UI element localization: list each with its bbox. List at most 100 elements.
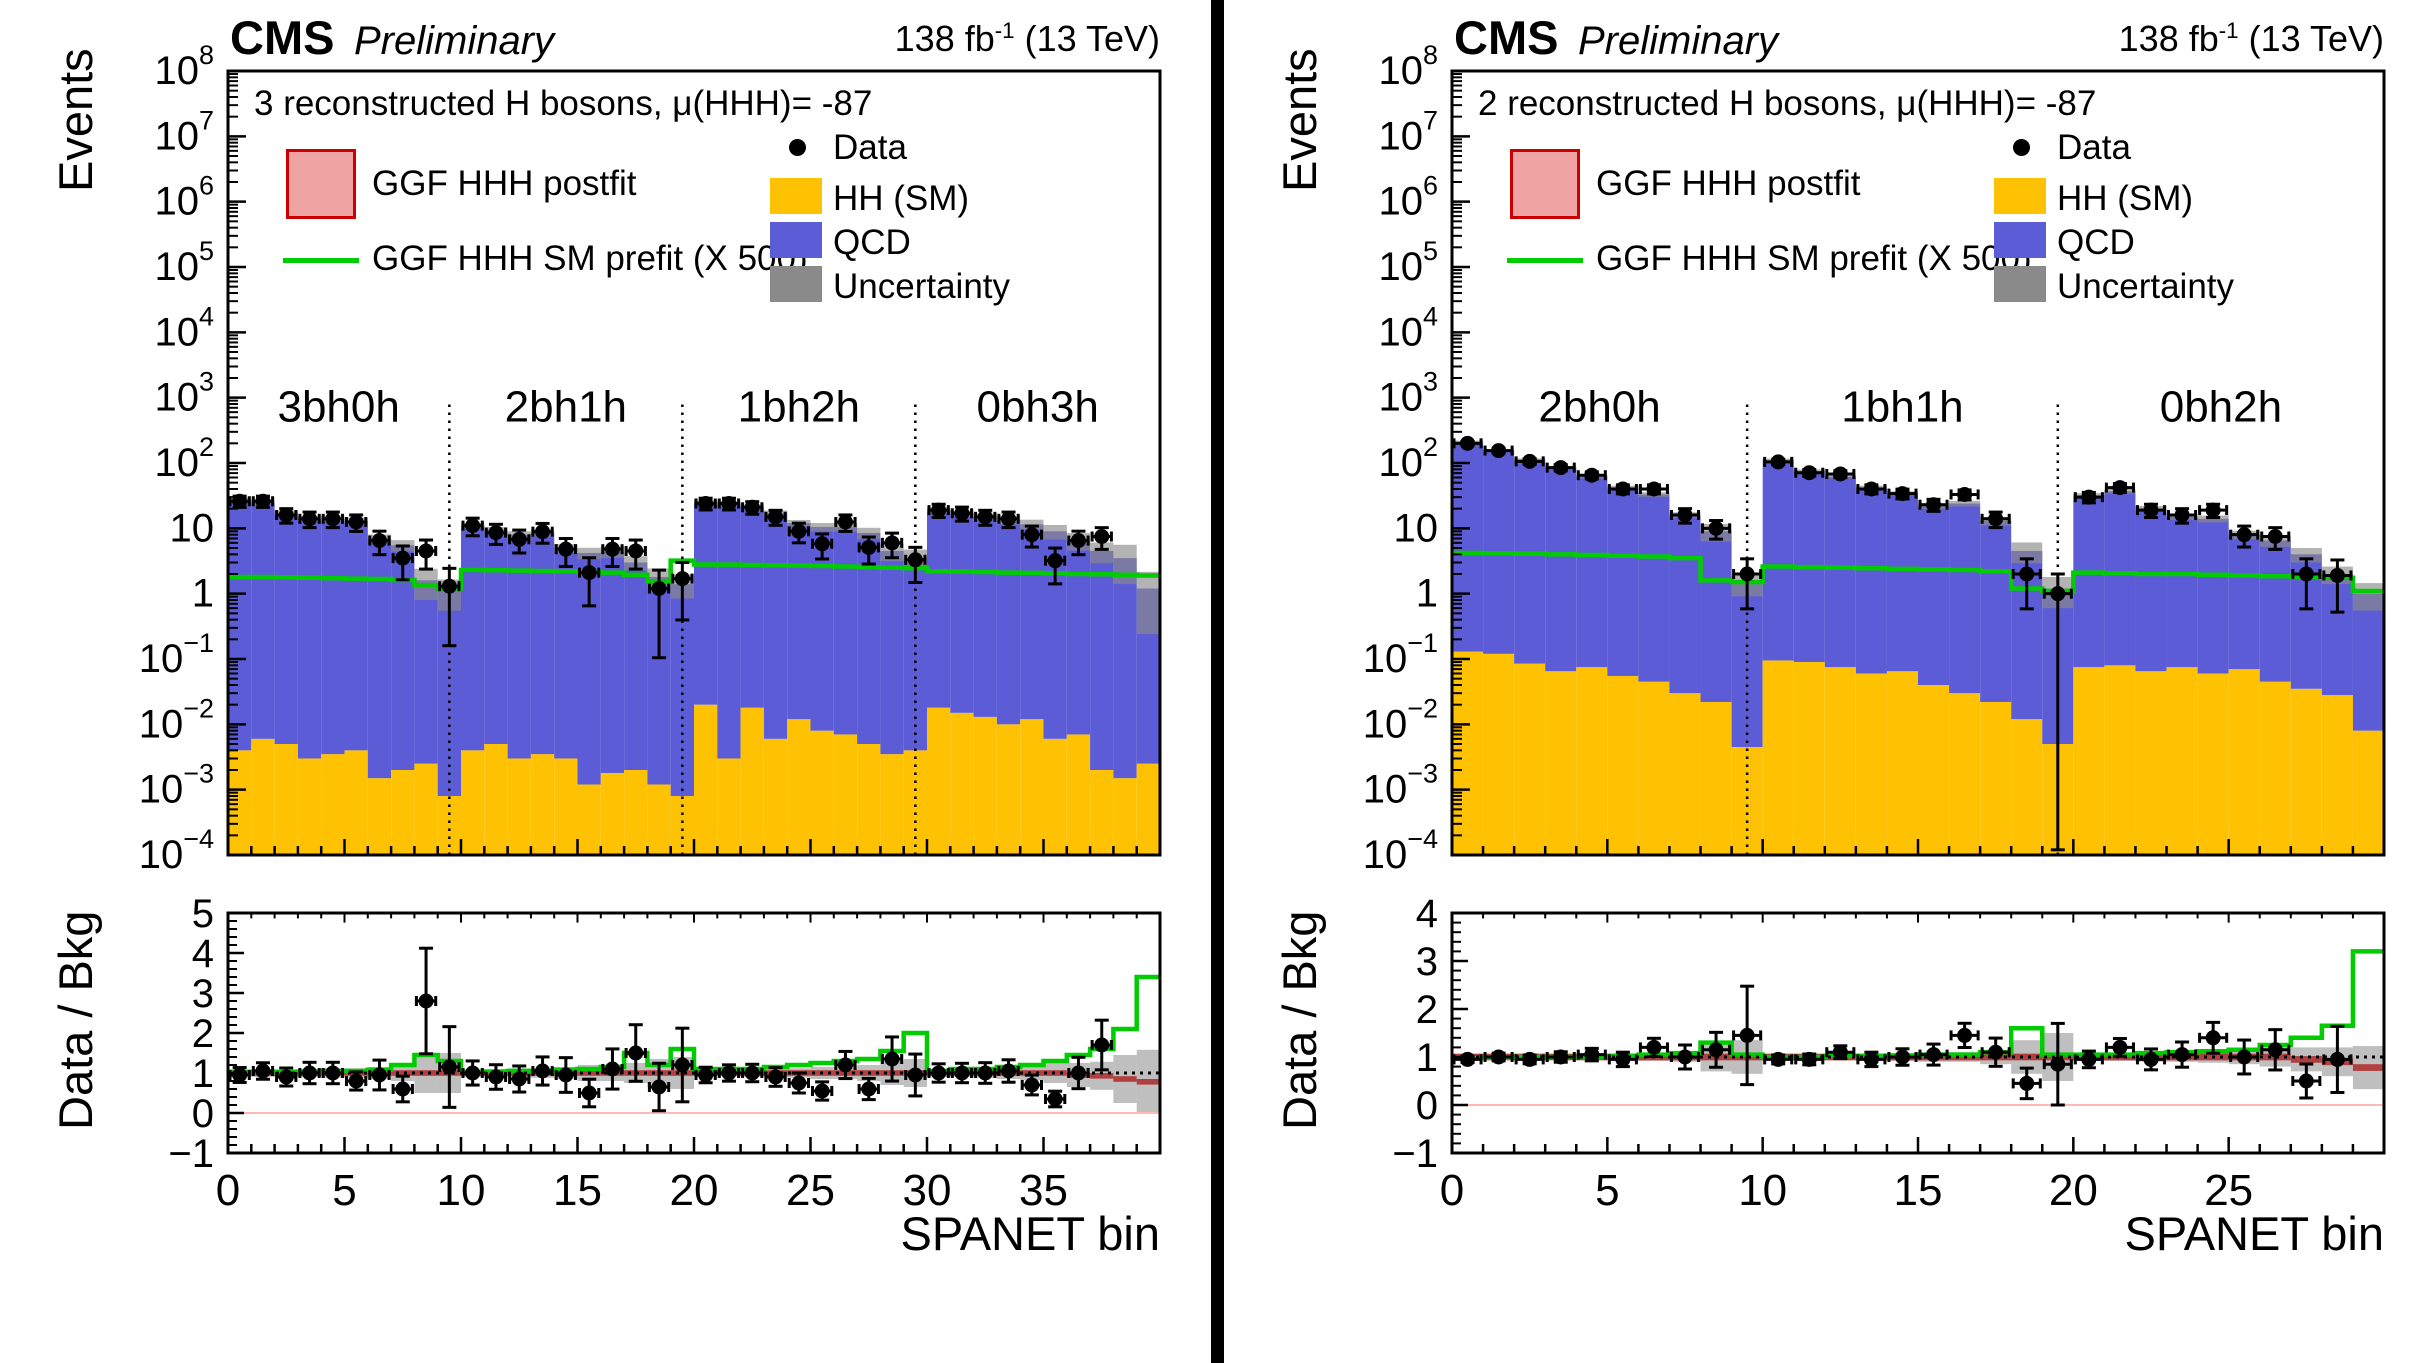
legend-hhsm-label: HH (SM) <box>833 179 970 218</box>
preliminary-label: Preliminary <box>354 19 555 63</box>
svg-text:106: 106 <box>154 171 214 224</box>
legend-uncertainty-swatch <box>770 266 822 302</box>
svg-text:3: 3 <box>1416 940 1438 984</box>
legend-hhsm-swatch <box>770 178 822 214</box>
svg-text:10: 10 <box>437 1166 486 1215</box>
main-and-ratio-chart-right: 2bh0h 1bh1h 0bh2h10−410−310−210−1110102103… <box>1363 40 2386 1215</box>
svg-text:10−3: 10−3 <box>139 759 214 812</box>
svg-text:35: 35 <box>1019 1166 1068 1215</box>
svg-text:10−1: 10−1 <box>139 628 214 681</box>
svg-text:10: 10 <box>1394 506 1439 550</box>
svg-text:102: 102 <box>1378 432 1438 485</box>
svg-text:5: 5 <box>332 1166 356 1215</box>
cms-logo: CMS <box>1454 11 1559 64</box>
svg-text:5: 5 <box>1595 1166 1619 1215</box>
svg-text:10−4: 10−4 <box>1363 824 1438 877</box>
legend-uncertainty-label: Uncertainty <box>2057 267 2235 306</box>
svg-text:0: 0 <box>216 1166 240 1215</box>
legend-postfit-label: GGF HHH postfit <box>1596 164 1861 203</box>
svg-text:3: 3 <box>192 972 214 1016</box>
preliminary-label: Preliminary <box>1578 19 1779 63</box>
cms-logo: CMS <box>230 11 335 64</box>
svg-text:2: 2 <box>1416 988 1438 1032</box>
events-axis-label: Events <box>1273 48 1326 192</box>
legend-data-label: Data <box>833 128 907 167</box>
svg-text:0: 0 <box>1416 1084 1438 1128</box>
svg-text:−1: −1 <box>168 1132 214 1176</box>
lumi-label: 138 fb-1 (13 TeV) <box>894 18 1160 59</box>
svg-text:25: 25 <box>2204 1166 2253 1215</box>
events-axis-label: Events <box>49 48 102 192</box>
svg-text:20: 20 <box>670 1166 719 1215</box>
legend-uncertainty-swatch <box>1994 266 2046 302</box>
svg-text:20: 20 <box>2049 1166 2098 1215</box>
svg-text:10: 10 <box>1738 1166 1787 1215</box>
svg-text:1: 1 <box>1416 1036 1438 1080</box>
svg-text:1: 1 <box>192 1052 214 1096</box>
svg-text:105: 105 <box>154 236 214 289</box>
svg-text:102: 102 <box>154 432 214 485</box>
svg-text:3bh0h: 3bh0h <box>277 383 399 432</box>
legend-postfit-label: GGF HHH postfit <box>372 164 637 203</box>
legend-prefit-line <box>1507 258 1583 263</box>
svg-text:4: 4 <box>192 932 214 976</box>
legend-qcd-swatch <box>1994 222 2046 258</box>
svg-text:104: 104 <box>154 301 214 354</box>
svg-text:10−2: 10−2 <box>139 693 214 746</box>
svg-text:0bh3h: 0bh3h <box>976 383 1098 432</box>
svg-text:25: 25 <box>786 1166 835 1215</box>
svg-text:1: 1 <box>1416 572 1438 616</box>
legend-prefit-label: GGF HHH SM prefit (X 500) <box>1596 239 2032 278</box>
ratio-axis-label: Data / Bkg <box>1273 910 1326 1130</box>
plot-right: 2bh0h 1bh1h 0bh2h 10−4 10−3 10−2 10−1 1 10 102 103… <box>1224 0 2435 1363</box>
legend-data-marker <box>789 139 806 156</box>
svg-text:2bh1h: 2bh1h <box>505 383 627 432</box>
svg-text:15: 15 <box>1894 1166 1943 1215</box>
svg-text:10−2: 10−2 <box>1363 693 1438 746</box>
svg-text:−1: −1 <box>1392 1132 1438 1176</box>
svg-text:10−1: 10−1 <box>1363 628 1438 681</box>
plot-title: 3 reconstructed H bosons, μ(HHH)= -87 <box>254 84 873 123</box>
svg-text:107: 107 <box>154 105 214 158</box>
svg-text:1: 1 <box>192 572 214 616</box>
svg-text:0bh2h: 0bh2h <box>2160 383 2282 432</box>
svg-text:15: 15 <box>553 1166 602 1215</box>
svg-text:104: 104 <box>1378 301 1438 354</box>
svg-text:107: 107 <box>1378 105 1438 158</box>
svg-text:0: 0 <box>192 1092 214 1136</box>
plot-divider <box>1211 0 1224 1363</box>
legend-qcd-label: QCD <box>833 223 911 262</box>
svg-text:106: 106 <box>1378 171 1438 224</box>
svg-text:5: 5 <box>192 892 214 936</box>
legend-qcd-swatch <box>770 222 822 258</box>
ratio-axis-label: Data / Bkg <box>49 910 102 1130</box>
legend-hhsm-label: HH (SM) <box>2057 179 2194 218</box>
legend-prefit-line <box>283 258 359 263</box>
plot-title: 2 reconstructed H bosons, μ(HHH)= -87 <box>1478 84 2097 123</box>
svg-text:10−3: 10−3 <box>1363 759 1438 812</box>
svg-text:1bh1h: 1bh1h <box>1841 383 1963 432</box>
svg-text:10: 10 <box>170 506 215 550</box>
svg-text:105: 105 <box>1378 236 1438 289</box>
legend-uncertainty-label: Uncertainty <box>833 267 1011 306</box>
lumi-label: 138 fb-1 (13 TeV) <box>2118 18 2384 59</box>
x-axis-label: SPANET bin <box>2124 1207 2385 1260</box>
svg-text:103: 103 <box>154 367 214 420</box>
legend-qcd-label: QCD <box>2057 223 2135 262</box>
main-and-ratio-chart-left: 3bh0h 2bh1h 1bh2h 0bh3h10−410−310−210−11101… <box>139 40 1162 1215</box>
legend-prefit-label: GGF HHH SM prefit (X 500) <box>372 239 808 278</box>
svg-text:103: 103 <box>1378 367 1438 420</box>
svg-text:0: 0 <box>1440 1166 1464 1215</box>
svg-text:2: 2 <box>192 1012 214 1056</box>
svg-text:1bh2h: 1bh2h <box>738 383 860 432</box>
svg-text:2bh0h: 2bh0h <box>1538 383 1660 432</box>
svg-text:30: 30 <box>903 1166 952 1215</box>
svg-text:4: 4 <box>1416 892 1438 936</box>
legend-hhsm-swatch <box>1994 178 2046 214</box>
plot-left: 3bh0h 2bh1h 1bh2h 0bh3h 10−4 10−3 10−2 10−1 1 10 1… <box>0 0 1211 1363</box>
x-axis-label: SPANET bin <box>900 1207 1161 1260</box>
svg-text:10−4: 10−4 <box>139 824 214 877</box>
legend-data-marker <box>2013 139 2030 156</box>
legend-data-label: Data <box>2057 128 2131 167</box>
